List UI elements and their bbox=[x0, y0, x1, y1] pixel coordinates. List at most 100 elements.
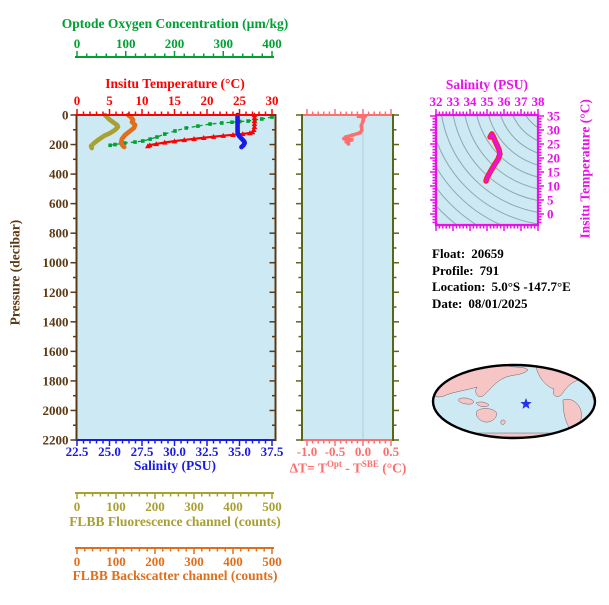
tick-label: 500 bbox=[262, 554, 282, 569]
location-line: Location: 5.0°S -147.7°E bbox=[432, 279, 577, 296]
delta-t-axis-title: ΔT= TOpt - TSBE (°C) bbox=[289, 459, 407, 476]
tick-label: 27.5 bbox=[131, 444, 154, 459]
tick-label: 15 bbox=[168, 93, 182, 108]
tick-label: 100 bbox=[106, 554, 126, 569]
tick-label: 300 bbox=[184, 554, 204, 569]
tick-label: 5 bbox=[106, 93, 113, 108]
tick-label: 200 bbox=[165, 36, 185, 51]
tick-label: 20 bbox=[201, 93, 214, 108]
series-flbb-fluorescence bbox=[88, 112, 121, 151]
tick-label: 25.0 bbox=[98, 444, 121, 459]
main-plot-area bbox=[76, 115, 276, 440]
series-optode-oxygen bbox=[108, 115, 274, 148]
tick-label: 400 bbox=[262, 36, 282, 51]
tick-label: 400 bbox=[223, 499, 243, 514]
tick-label: 33 bbox=[447, 94, 461, 109]
tick-label: 1200 bbox=[43, 285, 69, 300]
float-location-star bbox=[520, 398, 532, 409]
salinity-axis-title: Salinity (PSU) bbox=[133, 458, 217, 473]
tick-label: 800 bbox=[49, 226, 69, 241]
tick-label: 0.0 bbox=[355, 0, 371, 3]
tick-label: 0.5 bbox=[383, 0, 400, 3]
tick-label: 0 bbox=[74, 554, 81, 569]
tick-label: 0 bbox=[547, 207, 554, 222]
tick-label: 0 bbox=[74, 93, 81, 108]
tick-label: -1.0 bbox=[297, 444, 318, 459]
tick-label: 200 bbox=[145, 554, 165, 569]
float-value: 20659 bbox=[471, 246, 504, 261]
tick-label: 1000 bbox=[43, 255, 69, 270]
tick-label: 25 bbox=[233, 93, 247, 108]
tick-label: 37.5 bbox=[261, 444, 284, 459]
tick-label: 300 bbox=[214, 36, 234, 51]
tick-label: 0 bbox=[74, 499, 81, 514]
tick-label: 35.0 bbox=[228, 444, 251, 459]
date-line: Date: 08/01/2025 bbox=[432, 296, 577, 313]
backscatter-axis-title: FLBB Backscatter channel (counts) bbox=[72, 568, 278, 583]
tick-label: 1400 bbox=[43, 314, 69, 329]
tick-label: 5 bbox=[547, 193, 554, 208]
tick-label: -1.0 bbox=[297, 0, 318, 3]
tick-label: 0 bbox=[74, 36, 81, 51]
tick-label: 100 bbox=[116, 36, 136, 51]
tick-label: 1600 bbox=[43, 344, 69, 359]
profile-value: 791 bbox=[479, 262, 500, 278]
tick-label: 30 bbox=[266, 93, 279, 108]
series-insitu-temperature bbox=[145, 112, 258, 149]
tick-label: 32 bbox=[430, 94, 443, 109]
fluorescence-axis-title: FLBB Fluorescence channel (counts) bbox=[69, 514, 281, 529]
ts-salinity-axis-title: Salinity (PSU) bbox=[445, 77, 529, 92]
tick-label: 2200 bbox=[43, 433, 69, 448]
tick-label: 2000 bbox=[43, 403, 69, 418]
delta-t-plot-area bbox=[302, 115, 393, 440]
tick-label: 25 bbox=[547, 137, 561, 152]
tick-label: 30.0 bbox=[163, 444, 186, 459]
date-value: 08/01/2025 bbox=[468, 295, 528, 311]
tick-label: 10 bbox=[547, 179, 560, 194]
tick-label: 20 bbox=[547, 151, 560, 166]
tick-label: 400 bbox=[49, 167, 69, 182]
series-salinity bbox=[235, 112, 247, 150]
series-flbb-backscatter bbox=[118, 112, 138, 150]
temperature-axis-title: Insitu Temperature (°C) bbox=[105, 76, 245, 91]
oxygen-axis-title: Optode Oxygen Concentration (µm/kg) bbox=[61, 16, 289, 31]
tick-label: 200 bbox=[49, 137, 69, 152]
location-label: Location: bbox=[432, 279, 486, 294]
tick-label: 0 bbox=[62, 108, 69, 123]
tick-label: 10 bbox=[136, 93, 149, 108]
date-label: Date: bbox=[432, 295, 463, 311]
tick-label: 32.5 bbox=[196, 444, 219, 459]
float-info-block: Float: 20659 Profile: 791 Location: 5.0°S -… bbox=[432, 246, 577, 312]
profile-label: Profile: bbox=[432, 262, 474, 278]
tick-label: 22.5 bbox=[66, 444, 89, 459]
tick-label: 15 bbox=[547, 165, 561, 180]
tick-label: 0.5 bbox=[383, 444, 400, 459]
series-t-s-profile bbox=[483, 131, 503, 184]
tick-label: 35 bbox=[547, 109, 561, 124]
profile-line: Profile: 791 bbox=[432, 263, 577, 280]
tick-label: 36 bbox=[498, 94, 512, 109]
float-label: Float: bbox=[432, 246, 466, 261]
tick-label: 300 bbox=[184, 499, 204, 514]
tick-label: 500 bbox=[262, 499, 282, 514]
tick-label: 37 bbox=[515, 94, 529, 109]
tick-label: 0.0 bbox=[355, 444, 371, 459]
float-id-line: Float: 20659 bbox=[432, 246, 577, 263]
tick-label: 400 bbox=[223, 554, 243, 569]
tick-label: 1800 bbox=[43, 373, 69, 388]
tick-label: 34 bbox=[464, 94, 478, 109]
location-value: 5.0°S -147.7°E bbox=[491, 279, 571, 294]
tick-label: -0.5 bbox=[325, 444, 346, 459]
tick-label: -0.5 bbox=[325, 0, 346, 3]
tick-label: 600 bbox=[49, 196, 69, 211]
pressure-axis-title: Pressure (decibar) bbox=[7, 219, 23, 326]
tick-label: 35 bbox=[481, 94, 495, 109]
tick-label: 200 bbox=[145, 499, 165, 514]
tick-label: 100 bbox=[106, 499, 126, 514]
ts-temperature-axis-title: Insitu Temperature (°C) bbox=[577, 99, 593, 239]
tick-label: 30 bbox=[547, 123, 560, 138]
tick-label: 38 bbox=[532, 94, 546, 109]
world-map bbox=[431, 363, 597, 440]
